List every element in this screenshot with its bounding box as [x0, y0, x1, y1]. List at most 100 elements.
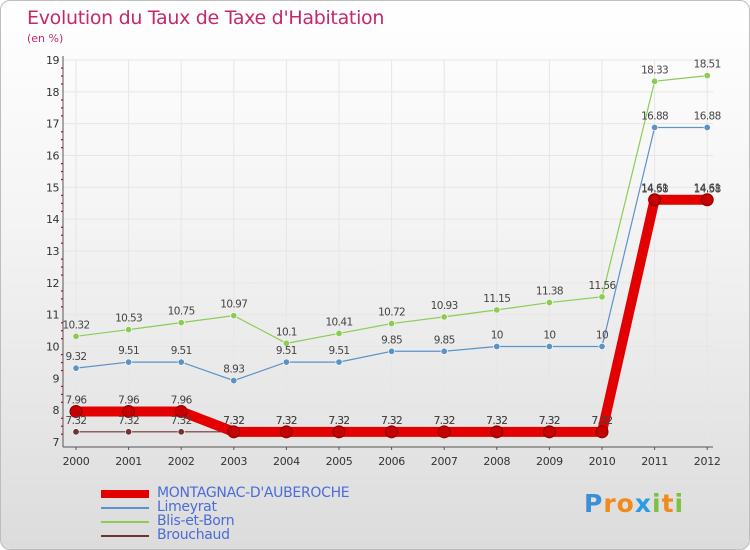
y-minor-tick: [61, 266, 63, 268]
data-point: [542, 425, 556, 439]
y-minor-tick: [61, 202, 63, 205]
logo-letter: o: [616, 489, 635, 518]
data-label: 14.58: [641, 184, 668, 196]
data-point: [493, 342, 501, 350]
data-point: [490, 425, 504, 439]
data-label: 7.32: [329, 415, 350, 427]
data-point: [545, 342, 553, 350]
data-point: [595, 425, 609, 439]
data-label: 10.97: [220, 299, 247, 311]
y-minor-tick: [61, 385, 63, 388]
y-minor-tick: [61, 353, 63, 356]
data-point: [437, 425, 451, 439]
y-minor-tick: [61, 178, 63, 181]
data-labels: 7.32 7.32 7.32 7.32 7.32 7.32 7.32 7.32 7.32 7.32…: [62, 59, 721, 427]
data-label: 9.32: [66, 351, 87, 363]
data-point: [648, 193, 662, 207]
y-minor-tick: [61, 115, 63, 117]
data-label: 9.51: [276, 345, 297, 357]
y-minor-tick: [61, 425, 63, 427]
data-label: 18.51: [694, 59, 721, 71]
y-minor-tick: [61, 210, 63, 213]
chart-subtitle: (en %): [27, 32, 64, 45]
logo-letter: t: [661, 489, 675, 518]
data-label: 7.32: [223, 415, 244, 427]
data-label: 10: [596, 330, 608, 342]
data-point: [703, 72, 711, 80]
y-minor-tick: [61, 194, 63, 197]
y-minor-tick: [61, 131, 63, 133]
data-label: 7.32: [381, 415, 402, 427]
y-tick-label: 19: [46, 54, 59, 67]
data-label: 9.51: [118, 345, 139, 357]
data-label: 14.61: [641, 183, 668, 195]
data-label: 11.38: [536, 286, 563, 298]
data-point: [598, 342, 606, 350]
data-label: 7.32: [171, 415, 192, 427]
y-tick-label: 17: [46, 118, 59, 131]
data-label: 7.32: [539, 415, 560, 427]
data-point: [72, 332, 80, 340]
series-montagnac-d-auberoche: [69, 193, 714, 439]
data-label: 7.32: [276, 415, 297, 427]
data-label: 7.32: [329, 415, 350, 427]
data-point: [703, 123, 711, 131]
data-point: [230, 377, 238, 385]
data-point: [493, 306, 501, 314]
y-minor-tick: [61, 306, 63, 308]
y-tick-label: 16: [46, 150, 59, 163]
data-label: 7.32: [223, 415, 244, 427]
series-limeyrat: [72, 123, 711, 385]
data-label: 10.41: [325, 316, 352, 328]
data-label: 11.15: [483, 293, 510, 305]
x-tick-label: 2008: [483, 455, 510, 468]
y-minor-tick: [61, 75, 63, 77]
y-minor-tick: [61, 139, 63, 141]
x-tick-label: 2005: [326, 455, 353, 468]
data-point: [177, 319, 185, 327]
x-tick-label: 2000: [63, 455, 90, 468]
y-minor-tick: [61, 338, 63, 340]
data-label: 14.61: [694, 183, 721, 195]
y-minor-tick: [61, 242, 63, 244]
y-minor-tick: [61, 234, 63, 236]
x-tick-label: 2009: [536, 455, 563, 468]
legend-swatch: [101, 535, 149, 537]
data-label: 9.85: [381, 334, 402, 346]
data-point: [72, 364, 80, 372]
y-minor-tick: [61, 393, 63, 396]
y-minor-tick: [61, 322, 63, 324]
data-label: 7.32: [434, 415, 455, 427]
x-tick-label: 2010: [589, 455, 616, 468]
data-point: [177, 428, 185, 436]
data-point: [385, 425, 399, 439]
logo-letter: i: [674, 489, 685, 518]
data-point: [72, 428, 80, 436]
y-minor-tick: [61, 162, 63, 165]
legend-swatch: [101, 507, 149, 509]
y-minor-tick: [61, 290, 63, 292]
data-label: 10: [491, 330, 503, 342]
data-label: 7.32: [486, 415, 507, 427]
y-tick-label: 14: [46, 213, 59, 226]
y-tick-label: 18: [46, 86, 59, 99]
legend-swatch: [101, 490, 149, 498]
data-point: [335, 329, 343, 337]
data-point: [651, 123, 659, 131]
y-tick-label: 7: [53, 436, 60, 449]
data-label: 7.96: [171, 394, 193, 406]
proxiti-logo: Proxiti: [584, 489, 684, 518]
data-point: [282, 358, 290, 366]
x-tick-label: 2001: [115, 455, 142, 468]
data-point: [125, 428, 133, 436]
data-point: [388, 347, 396, 355]
data-point: [125, 326, 133, 334]
data-point: [440, 347, 448, 355]
data-label: 9.51: [171, 345, 192, 357]
data-label: 7.96: [118, 394, 140, 406]
y-minor-tick: [61, 417, 63, 419]
data-label: 7.32: [434, 415, 455, 427]
x-tick-label: 2002: [168, 455, 195, 468]
y-minor-tick: [61, 67, 63, 69]
